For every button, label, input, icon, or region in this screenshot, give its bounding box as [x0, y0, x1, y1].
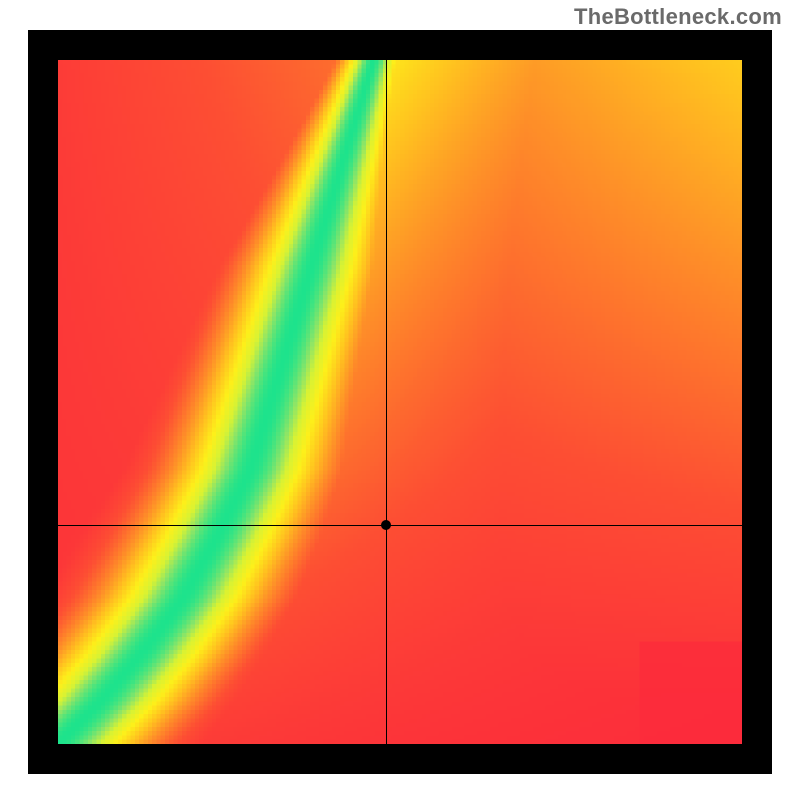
chart-container: TheBottleneck.com — [0, 0, 800, 800]
watermark-text: TheBottleneck.com — [574, 4, 782, 30]
crosshair-marker-dot — [381, 520, 391, 530]
crosshair-horizontal-line — [58, 525, 742, 526]
bottleneck-heatmap — [58, 60, 742, 744]
crosshair-vertical-line — [386, 60, 387, 744]
